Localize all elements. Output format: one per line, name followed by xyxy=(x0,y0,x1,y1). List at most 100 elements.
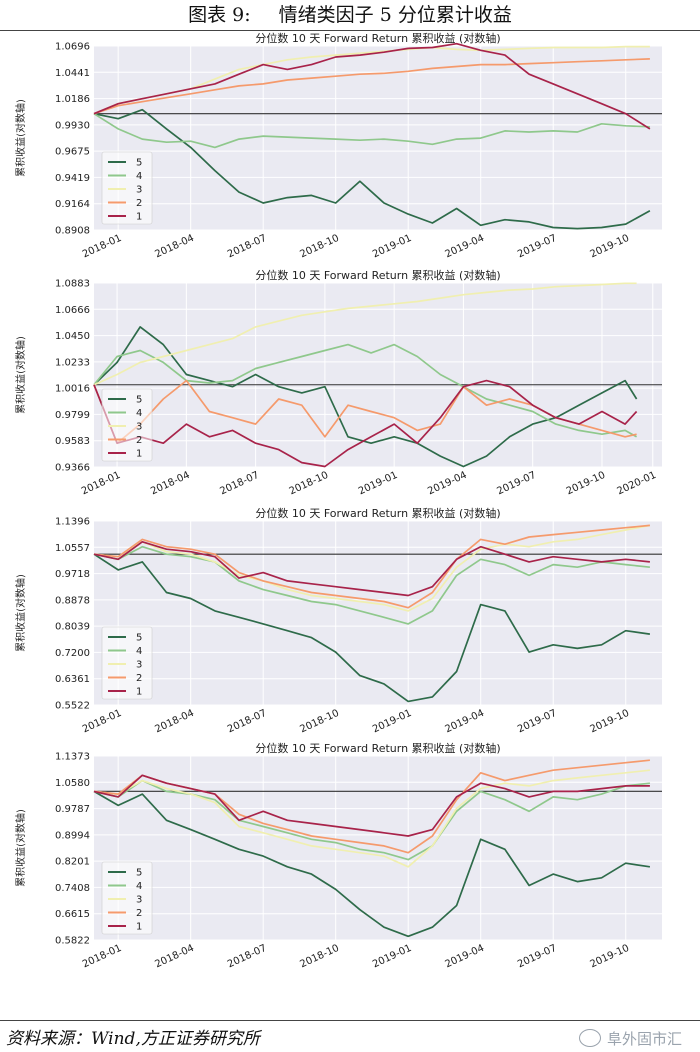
x-tick-label: 2018-10 xyxy=(298,233,341,261)
series-line-q1 xyxy=(93,540,650,597)
legend-label-q4: 4 xyxy=(136,408,142,419)
figure-label: 图表 9: xyxy=(188,4,251,26)
y-tick-label: 0.8201 xyxy=(55,857,90,868)
plot-area xyxy=(94,46,662,230)
legend-box xyxy=(101,626,153,700)
legend-label-q3: 3 xyxy=(136,185,142,196)
y-tick-label: 1.0580 xyxy=(55,778,90,789)
y-tick-label: 1.0441 xyxy=(55,68,90,79)
x-tick-label: 2019-04 xyxy=(443,943,486,971)
y-tick-label: 1.0016 xyxy=(55,384,90,395)
legend-label-q5: 5 xyxy=(136,158,142,169)
legend-label-q3: 3 xyxy=(136,660,142,671)
x-tick-label: 2018-01 xyxy=(81,943,124,971)
x-tick-label: 2018-01 xyxy=(80,470,123,498)
x-tick-label: 2019-01 xyxy=(371,708,414,736)
x-tick-label: 2020-01 xyxy=(616,470,659,498)
series-line-q5 xyxy=(93,108,651,230)
legend-label-q4: 4 xyxy=(136,881,142,892)
legend-label-q2: 2 xyxy=(136,435,142,446)
series-line-q1 xyxy=(93,42,651,130)
legend-label-q2: 2 xyxy=(136,198,142,209)
bottom-rule xyxy=(0,1020,700,1021)
plot-area xyxy=(94,756,662,940)
y-tick-label: 0.8994 xyxy=(55,830,90,841)
x-tick-label: 2018-10 xyxy=(298,708,341,736)
x-tick-label: 2018-01 xyxy=(81,708,124,736)
y-tick-label: 0.9366 xyxy=(55,463,90,474)
y-tick-label: 0.9419 xyxy=(55,173,90,184)
x-tick-label: 2019-07 xyxy=(495,470,538,498)
series-line-q2 xyxy=(93,58,650,115)
y-axis-label: 累积收益(对数轴) xyxy=(14,336,27,414)
x-tick-label: 2019-04 xyxy=(443,233,486,261)
y-tick-label: 0.9718 xyxy=(55,569,90,580)
series-line-q4 xyxy=(93,112,650,149)
y-tick-label: 1.0450 xyxy=(55,331,90,342)
x-tick-label: 2018-07 xyxy=(226,943,269,971)
y-tick-label: 1.0186 xyxy=(55,94,90,105)
x-tick-label: 2019-07 xyxy=(516,943,559,971)
series-line-q3 xyxy=(93,524,651,612)
series-line-q1 xyxy=(93,774,650,837)
y-tick-label: 1.0557 xyxy=(55,543,90,554)
x-tick-label: 2019-04 xyxy=(443,708,486,736)
legend-label-q5: 5 xyxy=(136,868,142,879)
y-tick-label: 0.9799 xyxy=(55,410,90,421)
figure-title: 图表 9: 情绪类因子 5 分位累计收益 xyxy=(0,0,700,30)
y-tick-label: 0.6615 xyxy=(55,909,90,920)
chart-panel-3: 1.1396 1.0557 0.9718 0.8878 0.8039 0.7200 0.63… xyxy=(14,506,662,736)
y-axis-label: 累积收益(对数轴) xyxy=(14,574,27,652)
x-tick-label: 2018-10 xyxy=(288,470,331,498)
y-tick-label: 1.0883 xyxy=(55,279,90,290)
x-tick-label: 2018-07 xyxy=(226,233,269,261)
series-line-q2 xyxy=(93,524,650,609)
legend-label-q5: 5 xyxy=(136,395,142,406)
x-tick-label: 2019-07 xyxy=(516,708,559,736)
y-tick-label: 0.9583 xyxy=(55,436,90,447)
x-tick-label: 2018-04 xyxy=(153,708,196,736)
legend-box xyxy=(101,861,153,935)
legend-label-q4: 4 xyxy=(136,646,142,657)
y-tick-label: 0.9930 xyxy=(55,120,90,131)
legend-label-q2: 2 xyxy=(136,908,142,919)
series-line-q4 xyxy=(93,545,650,625)
legend-label-q3: 3 xyxy=(136,895,142,906)
y-tick-label: 0.8908 xyxy=(55,226,90,237)
chart-title: 分位数 10 天 Forward Return 累积收益 (对数轴) xyxy=(255,741,500,755)
y-tick-label: 0.8039 xyxy=(55,622,90,633)
x-tick-label: 2019-01 xyxy=(371,943,414,971)
x-tick-label: 2019-07 xyxy=(516,233,559,261)
y-tick-label: 0.9787 xyxy=(55,804,90,815)
series-line-q1 xyxy=(93,379,638,468)
x-tick-label: 2019-04 xyxy=(426,470,469,498)
y-axis-label: 累积收益(对数轴) xyxy=(14,99,27,177)
wechat-icon xyxy=(578,1029,601,1047)
watermark: 阜外固市汇 xyxy=(578,1028,682,1049)
x-tick-label: 2019-10 xyxy=(588,943,631,971)
y-tick-label: 1.0666 xyxy=(55,305,90,316)
x-tick-label: 2019-01 xyxy=(371,233,414,261)
legend-label-q1: 1 xyxy=(136,922,142,933)
y-tick-label: 1.0233 xyxy=(55,357,90,368)
source-note: 资料来源：Wind,方正证券研究所 xyxy=(6,1029,260,1049)
chart-panel-4: 1.1373 1.0580 0.9787 0.8994 0.8201 0.7408 0.66… xyxy=(14,741,662,971)
x-tick-label: 2019-10 xyxy=(588,233,631,261)
x-tick-label: 2019-10 xyxy=(588,708,631,736)
chart-panel-2: 1.0883 1.0666 1.0450 1.0233 1.0016 0.9799 0.95… xyxy=(14,268,662,498)
legend-label-q1: 1 xyxy=(136,687,142,698)
legend-box xyxy=(101,151,153,225)
y-axis-label: 累积收益(对数轴) xyxy=(14,809,27,887)
y-tick-label: 1.0696 xyxy=(55,42,90,53)
figure-title-text: 情绪类因子 5 分位累计收益 xyxy=(278,4,512,26)
y-tick-label: 0.7408 xyxy=(55,883,90,894)
series-line-q3 xyxy=(93,769,650,868)
x-tick-label: 2018-10 xyxy=(298,943,341,971)
series-line-q5 xyxy=(93,553,651,703)
y-tick-label: 1.1396 xyxy=(55,517,90,528)
chart-title: 分位数 10 天 Forward Return 累积收益 (对数轴) xyxy=(255,31,500,45)
series-line-q3 xyxy=(93,282,637,386)
y-tick-label: 0.7200 xyxy=(55,648,90,659)
x-tick-label: 2018-04 xyxy=(153,233,196,261)
x-tick-label: 2019-10 xyxy=(565,470,608,498)
